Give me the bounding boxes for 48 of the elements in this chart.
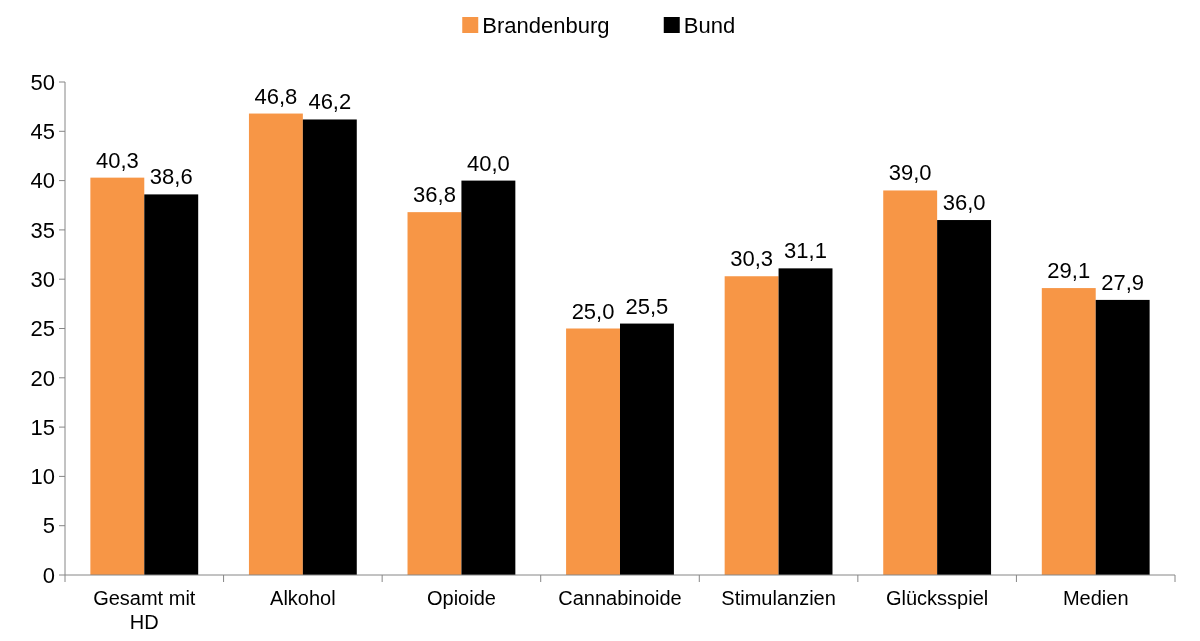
- data-label: 27,9: [1101, 269, 1145, 295]
- bar: [620, 323, 674, 575]
- bar: [461, 180, 516, 575]
- data-label: 46,2: [308, 89, 352, 115]
- legend-label: Brandenburg: [482, 12, 610, 38]
- y-tick-label: 0: [42, 562, 55, 588]
- y-tick-label: 25: [30, 316, 55, 342]
- bar: [566, 328, 620, 575]
- y-tick-label: 5: [42, 513, 55, 539]
- data-label: 39,0: [888, 160, 932, 186]
- bar: [883, 190, 938, 575]
- data-label: 40,0: [466, 150, 510, 176]
- y-tick-label: 50: [30, 69, 55, 95]
- x-tick-label: Stimulanzien: [721, 587, 836, 609]
- y-tick-label: 15: [30, 414, 55, 440]
- data-label: 31,1: [784, 238, 827, 264]
- bar: [937, 220, 992, 575]
- data-label: 38,6: [149, 164, 193, 190]
- x-tick-label: Alkohol: [270, 587, 336, 609]
- x-tick-label: Glücksspiel: [886, 587, 989, 609]
- x-tick-label: Opioide: [426, 587, 496, 609]
- bar: [248, 113, 303, 575]
- data-label: 25,5: [625, 293, 669, 319]
- bar: [1041, 288, 1096, 575]
- y-tick-label: 10: [30, 464, 55, 490]
- data-label: 36,8: [413, 182, 456, 208]
- data-label: 40,3: [95, 147, 139, 173]
- bar: [724, 276, 779, 575]
- y-tick-label: 20: [30, 365, 55, 391]
- data-label: 29,1: [1047, 258, 1091, 284]
- y-tick-label: 30: [30, 266, 55, 292]
- y-tick-label: 45: [30, 119, 55, 144]
- bar: [90, 177, 145, 575]
- y-tick-label: 35: [30, 217, 55, 243]
- x-tick-label: Gesamt mit HD: [93, 587, 196, 633]
- bar: [778, 268, 833, 575]
- x-tick-label: Cannabinoide: [558, 587, 682, 609]
- bar: [302, 119, 357, 575]
- bar: [407, 212, 462, 575]
- data-label: 46,8: [254, 83, 298, 109]
- x-tick-label: Medien: [1062, 587, 1129, 609]
- data-label: 36,0: [942, 190, 986, 216]
- data-label: 30,3: [730, 246, 774, 272]
- bar: [1095, 299, 1150, 575]
- bar: [144, 194, 199, 575]
- legend-label: Bund: [683, 12, 736, 38]
- data-label: 25,0: [571, 298, 615, 324]
- y-tick-label: 40: [30, 168, 55, 194]
